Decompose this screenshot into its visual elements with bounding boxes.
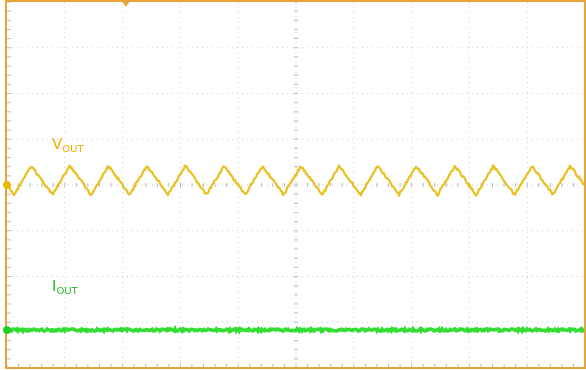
vout-trace <box>6 164 586 197</box>
vout-ground-marker <box>3 181 11 189</box>
iout-subscript: OUT <box>56 286 78 297</box>
iout-trace <box>5 324 586 335</box>
iout-label: IOUT <box>52 277 79 297</box>
vout-subscript: OUT <box>62 144 84 155</box>
trigger-marker <box>122 1 130 7</box>
vout-label: VOUT <box>52 135 84 155</box>
iout-ground-marker <box>3 326 11 334</box>
vout-symbol: V <box>52 135 63 153</box>
iout-symbol: I <box>52 277 56 295</box>
